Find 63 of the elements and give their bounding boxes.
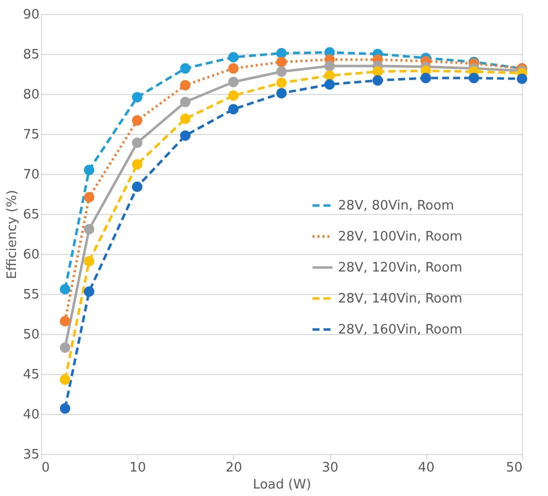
- y-tick-label: 50: [22, 328, 40, 342]
- point: [228, 52, 239, 62]
- y-tick-label: 45: [22, 368, 40, 382]
- y-tick-label: 35: [22, 448, 40, 462]
- point: [324, 60, 335, 72]
- point: [132, 138, 142, 148]
- x-tick-label: 30: [322, 460, 338, 476]
- x-tick-label: 20: [226, 460, 242, 476]
- x-tick-label: 50: [506, 460, 522, 476]
- point: [516, 74, 528, 84]
- y-tick-label: 75: [22, 128, 40, 142]
- point: [84, 224, 94, 234]
- y-tick-label: 40: [22, 408, 40, 422]
- point: [468, 72, 480, 84]
- point: [84, 286, 94, 297]
- x-axis-title: Load (W): [252, 478, 312, 492]
- legend-label: 28V, 120Vin, Room: [338, 260, 462, 276]
- legend-label: 28V, 100Vin, Room: [338, 230, 462, 244]
- y-tick-label: 90: [22, 8, 40, 22]
- point: [60, 342, 70, 353]
- y-tick-label: 70: [22, 168, 40, 182]
- point: [84, 256, 94, 266]
- point: [228, 76, 239, 88]
- point: [132, 92, 142, 102]
- point: [276, 78, 287, 88]
- point: [180, 80, 191, 90]
- point: [84, 192, 94, 202]
- y-tick-label: 60: [22, 248, 40, 262]
- x-tick-label: 0: [42, 460, 50, 476]
- point: [276, 66, 287, 77]
- point: [228, 90, 239, 101]
- x-tick-label: 40: [418, 460, 435, 476]
- point: [372, 66, 383, 77]
- legend-label: 28V, 140Vin, Room: [338, 292, 462, 306]
- point: [180, 114, 191, 124]
- point: [276, 56, 287, 68]
- point: [276, 88, 287, 98]
- point: [60, 403, 70, 414]
- legend-label: 28V, 160Vin, Room: [338, 322, 462, 338]
- point: [60, 284, 70, 294]
- x-tick-label: 10: [129, 460, 146, 476]
- y-tick-label: 55: [22, 288, 40, 302]
- point: [84, 164, 94, 176]
- point: [132, 182, 142, 192]
- legend-label: 28V, 80Vin, Room: [338, 198, 454, 214]
- point: [132, 115, 142, 126]
- point: [324, 70, 335, 81]
- y-tick-label: 80: [22, 88, 40, 102]
- point: [180, 63, 191, 74]
- point: [132, 159, 142, 170]
- point: [180, 130, 191, 141]
- point: [60, 316, 70, 326]
- point: [276, 48, 287, 58]
- y-axis-title: Efficiency (%): [4, 190, 20, 280]
- point: [180, 96, 191, 108]
- point: [228, 63, 239, 74]
- y-tick-label: 85: [22, 48, 40, 62]
- point: [60, 374, 70, 385]
- point: [372, 75, 383, 86]
- point: [228, 104, 239, 114]
- point: [324, 79, 335, 90]
- y-tick-label: 65: [22, 208, 40, 222]
- point: [420, 72, 432, 84]
